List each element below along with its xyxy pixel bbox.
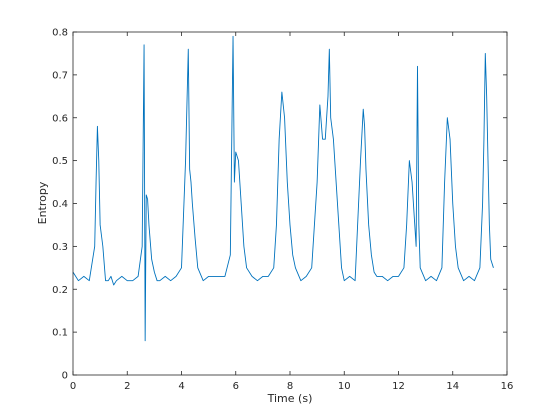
series-layer bbox=[72, 35, 494, 342]
y-tick-label: 0 bbox=[62, 371, 68, 382]
x-tick-label: 8 bbox=[287, 381, 293, 392]
x-axis: 0 2 4 6 8 10 12 14 16 bbox=[70, 32, 514, 392]
y-axis: 0 0.1 0.2 0.3 0.4 0.5 0.6 0.7 0.8 bbox=[52, 28, 507, 382]
y-tick-label: 0.1 bbox=[52, 328, 68, 339]
x-tick-label: 6 bbox=[233, 381, 239, 392]
entropy-series-line bbox=[72, 35, 494, 342]
y-tick-label: 0.3 bbox=[52, 242, 68, 253]
y-tick-label: 0.6 bbox=[52, 113, 68, 124]
y-axis-label: Entropy bbox=[36, 181, 49, 224]
y-tick-label: 0.7 bbox=[52, 70, 68, 81]
x-tick-label: 14 bbox=[446, 381, 459, 392]
x-tick-label: 10 bbox=[338, 381, 351, 392]
x-tick-label: 12 bbox=[392, 381, 405, 392]
x-axis-label: Time (s) bbox=[267, 392, 313, 405]
y-tick-label: 0.8 bbox=[52, 28, 68, 39]
plot-area bbox=[73, 32, 507, 375]
y-tick-label: 0.4 bbox=[52, 199, 68, 210]
x-tick-label: 0 bbox=[70, 381, 76, 392]
x-tick-label: 4 bbox=[178, 381, 184, 392]
y-tick-label: 0.2 bbox=[52, 285, 68, 296]
y-tick-label: 0.5 bbox=[52, 156, 68, 167]
x-tick-label: 16 bbox=[501, 381, 514, 392]
x-tick-label: 2 bbox=[124, 381, 130, 392]
